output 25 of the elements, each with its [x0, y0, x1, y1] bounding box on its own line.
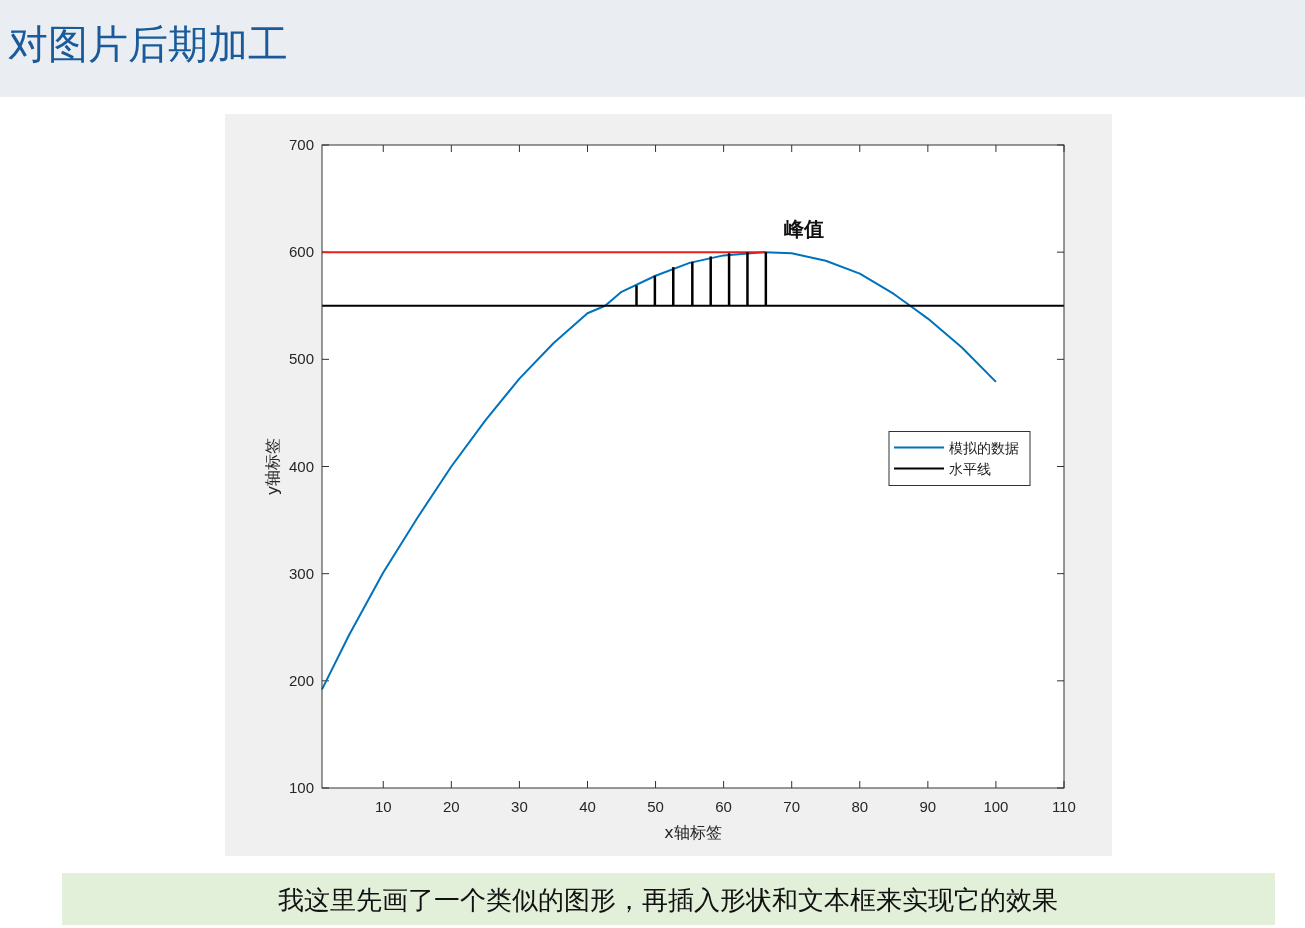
x-tick-label: 40	[579, 798, 596, 815]
y-tick-label: 400	[288, 457, 314, 475]
y-tick-label: 100	[288, 779, 314, 796]
x-tick-label: 110	[1052, 798, 1076, 815]
x-axis-title: x轴标签	[664, 823, 722, 842]
x-tick-label: 90	[919, 798, 937, 815]
y-tick-label: 200	[288, 671, 314, 689]
x-tick-label: 100	[983, 798, 1009, 815]
x-tick-label: 20	[443, 798, 460, 815]
y-tick-label: 500	[288, 350, 314, 368]
x-tick-label: 70	[783, 798, 801, 815]
y-tick-label: 600	[288, 243, 314, 261]
x-tick-label: 60	[715, 798, 732, 815]
y-tick-label: 700	[288, 136, 314, 153]
x-tick-label: 50	[647, 798, 664, 815]
annotation: 峰值	[783, 217, 824, 242]
y-tick-label: 300	[288, 564, 314, 582]
x-tick-label: 30	[511, 798, 528, 815]
legend-label: 模拟的数据	[949, 439, 1019, 456]
chart-title: 对图片后期加工	[8, 21, 288, 67]
x-tick-label: 10	[374, 798, 392, 815]
text: 我这里先画了一个类似的图形，再插入形状和文本框来实现它的效果	[278, 885, 1058, 915]
x-tick-label: 80	[851, 798, 869, 815]
y-axis-title: y轴标签	[263, 437, 282, 496]
legend-label: 水平线	[949, 460, 991, 477]
